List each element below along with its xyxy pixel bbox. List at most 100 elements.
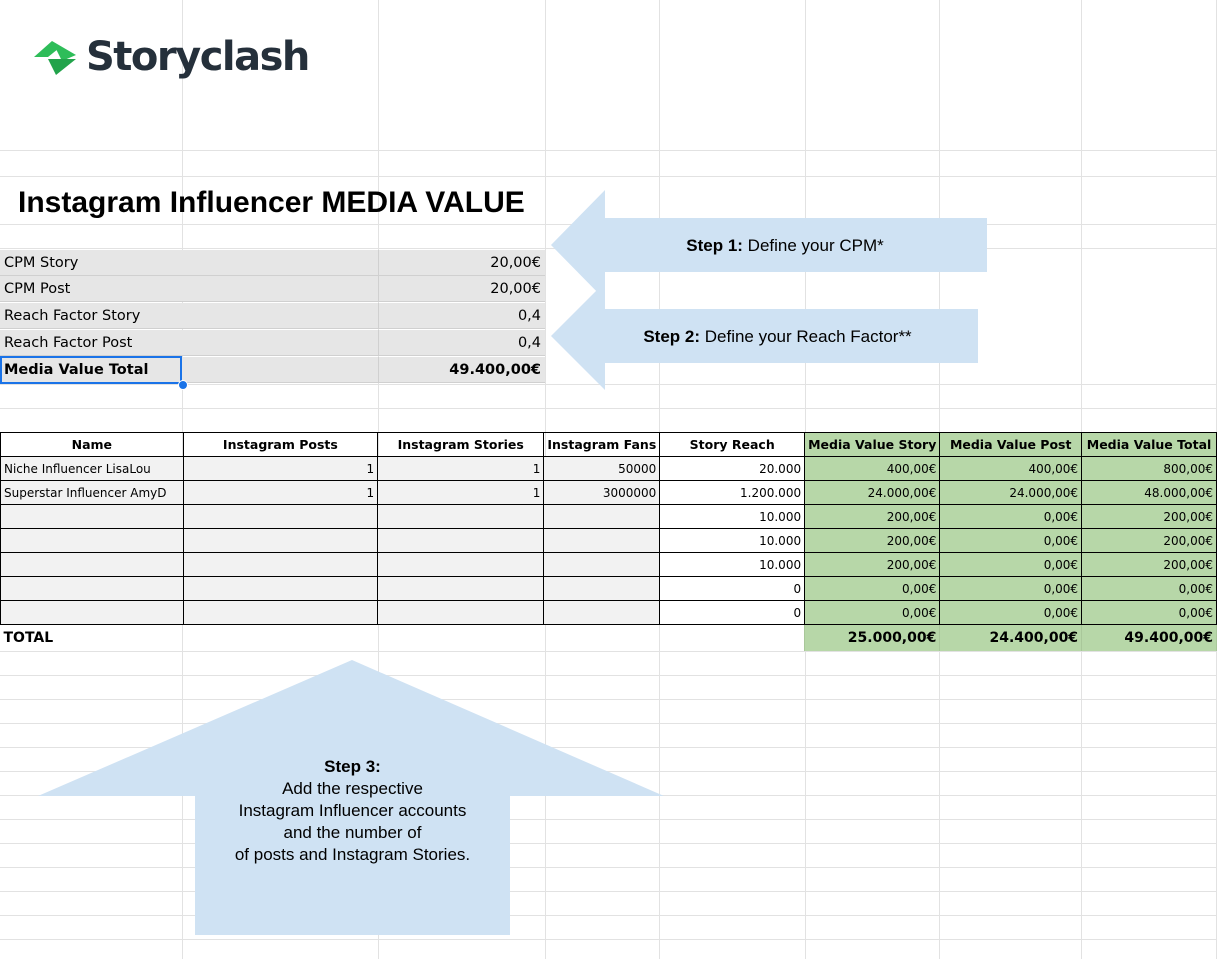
setting-reach-factor-post[interactable]: Reach Factor Post 0,4	[0, 330, 545, 356]
total-media-value-total[interactable]: 49.400,00€	[1081, 624, 1217, 651]
cell-instagram-stories[interactable]	[377, 504, 545, 529]
setting-value[interactable]: 20,00€	[490, 281, 541, 297]
setting-cpm-story[interactable]: CPM Story 20,00€	[0, 250, 545, 276]
selection-fill-handle[interactable]	[178, 380, 188, 390]
cell-story-reach[interactable]: 10.000	[659, 552, 806, 577]
cell-media-value-post[interactable]: 24.000,00€	[939, 480, 1083, 505]
total-media-value-post[interactable]: 24.400,00€	[939, 624, 1083, 651]
setting-value[interactable]: 0,4	[517, 335, 541, 351]
cell-media-value-story[interactable]: 200,00€	[804, 552, 941, 577]
setting-label: CPM Post	[4, 281, 71, 297]
cell-name[interactable]	[0, 528, 184, 553]
cell-media-value-story[interactable]: 0,00€	[804, 600, 941, 625]
cell-instagram-fans[interactable]	[543, 600, 661, 625]
header-instagram-stories: Instagram Stories	[377, 432, 545, 457]
total-label: TOTAL	[3, 629, 54, 646]
setting-value[interactable]: 20,00€	[490, 255, 541, 271]
total-media-value-story[interactable]: 25.000,00€	[804, 624, 941, 651]
cell-instagram-posts[interactable]	[182, 528, 379, 553]
header-story-reach: Story Reach	[659, 432, 806, 457]
cell-instagram-fans[interactable]	[543, 552, 661, 577]
cell-media-value-post[interactable]: 0,00€	[939, 576, 1083, 601]
table-row: 10.000 200,00€ 0,00€ 200,00€	[0, 552, 1217, 577]
influencer-table: Name Instagram Posts Instagram Stories I…	[0, 432, 1217, 651]
cell-instagram-stories[interactable]	[377, 552, 545, 577]
cell-media-value-story[interactable]: 24.000,00€	[804, 480, 941, 505]
cell-story-reach[interactable]: 20.000	[659, 456, 806, 481]
cell-media-value-total[interactable]: 48.000,00€	[1081, 480, 1217, 505]
cell-media-value-post[interactable]: 400,00€	[939, 456, 1083, 481]
cell-media-value-story[interactable]: 400,00€	[804, 456, 941, 481]
step2-text: Step 2: Define your Reach Factor**	[610, 327, 945, 347]
cell-media-value-post[interactable]: 0,00€	[939, 552, 1083, 577]
step3-line: of posts and Instagram Stories.	[234, 845, 471, 864]
step3-label: Step 3:	[324, 757, 381, 776]
table-row: 0 0,00€ 0,00€ 0,00€	[0, 600, 1217, 625]
cell-instagram-posts[interactable]	[182, 552, 379, 577]
setting-label: Reach Factor Story	[4, 308, 141, 324]
table-row: 10.000 200,00€ 0,00€ 200,00€	[0, 504, 1217, 529]
table-header-row: Name Instagram Posts Instagram Stories I…	[0, 432, 1217, 457]
cell-instagram-stories[interactable]	[377, 528, 545, 553]
cell-instagram-fans[interactable]	[543, 504, 661, 529]
cell-instagram-posts[interactable]	[182, 576, 379, 601]
cell-instagram-posts[interactable]: 1	[182, 456, 379, 481]
setting-cpm-post[interactable]: CPM Post 20,00€	[0, 276, 545, 302]
header-media-value-post: Media Value Post	[939, 432, 1083, 457]
selected-cell[interactable]	[0, 356, 182, 384]
cell-name[interactable]	[0, 552, 184, 577]
cell-story-reach[interactable]: 0	[659, 576, 806, 601]
cell-instagram-stories[interactable]: 1	[377, 456, 545, 481]
cell-instagram-fans[interactable]	[543, 528, 661, 553]
cell-media-value-story[interactable]: 200,00€	[804, 528, 941, 553]
cell-story-reach[interactable]: 10.000	[659, 528, 806, 553]
cell-media-value-story[interactable]: 0,00€	[804, 576, 941, 601]
cell-divider	[378, 330, 379, 355]
step2-description: Define your Reach Factor**	[700, 327, 912, 346]
setting-label: Reach Factor Post	[4, 335, 133, 351]
cell-instagram-posts[interactable]: 1	[182, 480, 379, 505]
storyclash-logo: Storyclash	[32, 30, 322, 84]
cell-name[interactable]	[0, 576, 184, 601]
cell-media-value-total[interactable]: 0,00€	[1081, 576, 1217, 601]
cell-name[interactable]: Superstar Influencer AmyD	[0, 480, 184, 505]
cell-instagram-posts[interactable]	[182, 504, 379, 529]
header-instagram-posts: Instagram Posts	[182, 432, 379, 457]
cell-media-value-post[interactable]: 0,00€	[939, 528, 1083, 553]
cell-story-reach[interactable]: 0	[659, 600, 806, 625]
setting-reach-factor-story[interactable]: Reach Factor Story 0,4	[0, 303, 545, 329]
table-row: 10.000 200,00€ 0,00€ 200,00€	[0, 528, 1217, 553]
setting-value[interactable]: 0,4	[517, 308, 541, 324]
cell-name[interactable]	[0, 504, 184, 529]
cell-instagram-fans[interactable]: 3000000	[543, 480, 661, 505]
cell-instagram-stories[interactable]	[377, 600, 545, 625]
cell-media-value-total[interactable]: 200,00€	[1081, 528, 1217, 553]
step1-text: Step 1: Define your CPM*	[620, 236, 950, 256]
cell-instagram-posts[interactable]	[182, 600, 379, 625]
cell-story-reach[interactable]: 1.200.000	[659, 480, 806, 505]
cell-media-value-total[interactable]: 0,00€	[1081, 600, 1217, 625]
cell-instagram-fans[interactable]	[543, 576, 661, 601]
cell-story-reach[interactable]: 10.000	[659, 504, 806, 529]
setting-label: Media Value Total	[4, 362, 149, 378]
step3-line: and the number of	[283, 823, 422, 842]
step3-arrow	[38, 660, 664, 935]
table-row: Superstar Influencer AmyD 1 1 3000000 1.200.…	[0, 480, 1217, 505]
cell-divider	[378, 276, 379, 301]
cell-media-value-post[interactable]: 0,00€	[939, 504, 1083, 529]
cell-instagram-stories[interactable]	[377, 576, 545, 601]
cell-instagram-stories[interactable]: 1	[377, 480, 545, 505]
cell-name[interactable]: Niche Influencer LisaLou	[0, 456, 184, 481]
cell-media-value-story[interactable]: 200,00€	[804, 504, 941, 529]
cell-media-value-total[interactable]: 800,00€	[1081, 456, 1217, 481]
total-empty-cell	[660, 625, 805, 651]
cell-media-value-total[interactable]: 200,00€	[1081, 552, 1217, 577]
setting-media-value-total[interactable]: Media Value Total 49.400,00€	[0, 357, 545, 383]
total-row: TOTAL 25.000,00€ 24.400,00€ 49.400,00€	[1, 624, 1217, 651]
cell-instagram-fans[interactable]: 50000	[543, 456, 661, 481]
step2-label: Step 2:	[643, 327, 701, 346]
cell-name[interactable]	[0, 600, 184, 625]
cell-media-value-post[interactable]: 0,00€	[939, 600, 1083, 625]
cell-media-value-total[interactable]: 200,00€	[1081, 504, 1217, 529]
step1-arrow	[551, 190, 987, 300]
